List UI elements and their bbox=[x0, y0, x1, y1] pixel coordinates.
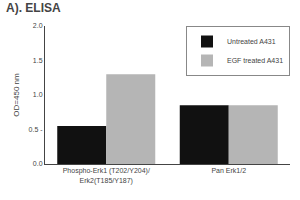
svg-text:A). ELISA: A). ELISA bbox=[6, 1, 61, 15]
svg-text:0.5 -: 0.5 - bbox=[29, 126, 44, 133]
svg-text:Phospho-Erk1 (T202/Y204)/Erk2(: Phospho-Erk1 (T202/Y204)/Erk2(T185/Y187) bbox=[63, 167, 150, 184]
svg-text:1.5: 1.5 bbox=[33, 57, 43, 64]
svg-text:Untreated A431: Untreated A431 bbox=[227, 38, 276, 45]
svg-text:1.0: 1.0 bbox=[33, 91, 43, 98]
svg-text:Pan Erk1/2: Pan Erk1/2 bbox=[211, 167, 246, 174]
svg-text:0.0: 0.0 bbox=[33, 160, 43, 167]
svg-text:OD=450 nm: OD=450 nm bbox=[12, 73, 21, 117]
svg-text:EGF treated A431: EGF treated A431 bbox=[227, 57, 283, 64]
svg-text:2.0: 2.0 bbox=[33, 22, 43, 29]
